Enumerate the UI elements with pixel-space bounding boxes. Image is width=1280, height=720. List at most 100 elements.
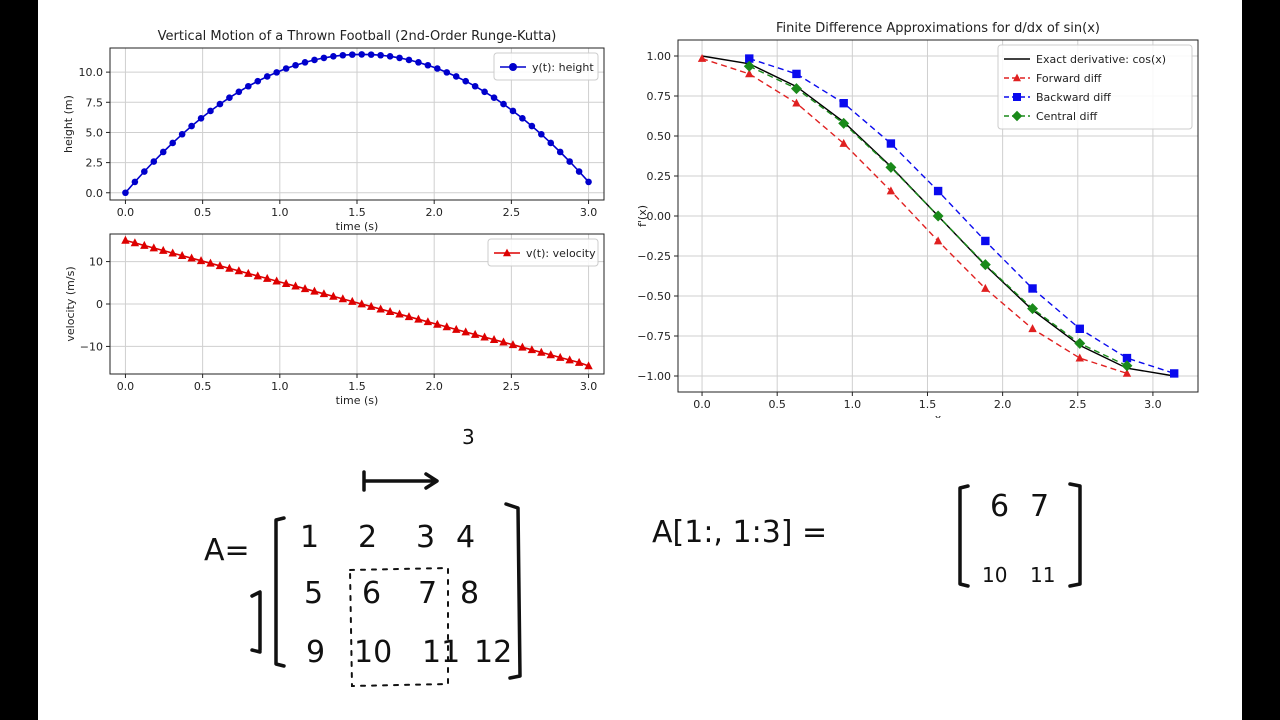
series-1 <box>121 235 593 370</box>
y-tick-label: 0.75 <box>647 90 672 103</box>
y-tick-label: 10 <box>89 256 103 269</box>
x-tick-label: 0.5 <box>194 206 212 219</box>
result-right-bracket <box>1068 482 1082 588</box>
data-point <box>462 77 469 85</box>
data-point <box>490 94 498 102</box>
x-tick-label: 1.0 <box>271 380 289 393</box>
y-tick-label: 2.5 <box>86 157 104 170</box>
data-point <box>187 253 196 262</box>
data-point <box>348 51 356 58</box>
x-tick-label: 3.0 <box>580 206 598 219</box>
data-point <box>546 350 555 359</box>
x-tick-label: 0.0 <box>117 380 135 393</box>
x-tick-label: 0.0 <box>117 206 135 219</box>
whiteboard-panel <box>196 418 1091 690</box>
legend-label: Backward diff <box>1036 91 1111 104</box>
data-point <box>585 178 592 186</box>
x-tick-label: 0.0 <box>693 398 711 411</box>
data-point <box>1075 353 1084 362</box>
data-point <box>281 279 291 287</box>
data-point <box>396 54 403 62</box>
data-point <box>489 335 499 343</box>
matrix-cell: 6 <box>362 576 381 611</box>
data-point <box>574 357 584 366</box>
data-point <box>226 94 233 102</box>
data-point <box>518 342 527 351</box>
data-point <box>319 289 329 298</box>
data-point <box>452 73 460 80</box>
x-tick-label: 1.5 <box>348 380 366 393</box>
data-point <box>1169 369 1179 378</box>
y-tick-label: 0.50 <box>647 130 672 143</box>
data-point <box>886 139 896 148</box>
data-point <box>291 281 300 290</box>
data-point <box>415 59 422 66</box>
y-tick-label: 0.0 <box>86 187 104 200</box>
data-point <box>282 65 290 72</box>
data-point <box>1011 110 1023 122</box>
data-point <box>366 301 376 310</box>
data-point <box>452 324 461 333</box>
x-axis-label: x <box>935 412 942 420</box>
data-point <box>263 273 272 282</box>
x-axis-label: time (s) <box>336 220 379 233</box>
chart-title: Vertical Motion of a Thrown Football (2n… <box>158 29 557 44</box>
data-point <box>538 130 545 138</box>
legend-box <box>997 44 1193 130</box>
data-point <box>792 69 801 79</box>
data-point <box>528 122 536 130</box>
data-point <box>149 243 158 252</box>
series-4 <box>743 60 1133 372</box>
x-tick-label: 0.5 <box>768 398 786 411</box>
data-point <box>933 236 943 245</box>
series-2 <box>697 53 1132 377</box>
legend-label: Central diff <box>1036 110 1098 123</box>
slice-expression: A[1:, 1:3] = <box>652 515 827 550</box>
data-point <box>471 82 479 90</box>
screen-canvas: 0.0 0.5 1.0 1.5 2.0 2.5 3.0 0.0 2.5 5.0 7.5 10.0 Ver… <box>38 0 1242 720</box>
step-label: 3 <box>462 425 475 449</box>
y-axis-label: height (m) <box>62 95 75 153</box>
x-tick-label: 2.0 <box>425 206 443 219</box>
data-point <box>310 286 319 295</box>
data-point <box>234 266 244 275</box>
y-tick-label: 1.00 <box>647 50 672 63</box>
data-point <box>1028 324 1037 333</box>
y-tick-label: −0.25 <box>637 250 671 263</box>
legend-label: y(t): height <box>532 61 594 74</box>
data-point <box>131 178 139 186</box>
legend: Exact derivative: cos(x) Forward diff Back… <box>997 44 1193 130</box>
matrix-cell: 9 <box>306 635 325 670</box>
data-point <box>311 56 318 64</box>
data-point <box>348 296 357 305</box>
data-point <box>253 271 262 280</box>
data-point <box>481 88 488 96</box>
x-tick-label: 2.0 <box>994 398 1012 411</box>
charts-area: 0.0 0.5 1.0 1.5 2.0 2.5 3.0 0.0 2.5 5.0 7.5 10.0 Ver… <box>62 21 1199 420</box>
data-point <box>509 63 517 71</box>
data-point <box>424 61 432 69</box>
data-point <box>423 317 433 326</box>
data-point <box>216 100 224 108</box>
data-point <box>339 51 347 59</box>
y-axis-label: velocity (m/s) <box>64 266 77 341</box>
data-point <box>791 83 802 95</box>
data-point <box>196 256 206 265</box>
data-point <box>1121 360 1133 372</box>
legend-label: v(t): velocity <box>526 247 596 260</box>
data-point <box>932 210 944 222</box>
data-point <box>886 186 896 195</box>
x-tick-label: 3.0 <box>1144 398 1162 411</box>
data-point <box>159 245 168 254</box>
result-left-bracket <box>958 484 970 588</box>
data-point <box>385 307 395 315</box>
whiteboard-notes: 3 A= 1 2 3 4 5 6 7 8 9 10 11 12 A[1:, 1:… <box>196 418 1091 690</box>
matrix-cell: 11 <box>422 635 460 670</box>
data-point <box>1122 368 1132 377</box>
x-tick-label: 0.5 <box>194 380 212 393</box>
data-point <box>433 319 442 328</box>
data-point <box>122 189 129 197</box>
data-point <box>338 294 348 303</box>
data-point <box>150 158 158 165</box>
data-point <box>141 168 148 175</box>
